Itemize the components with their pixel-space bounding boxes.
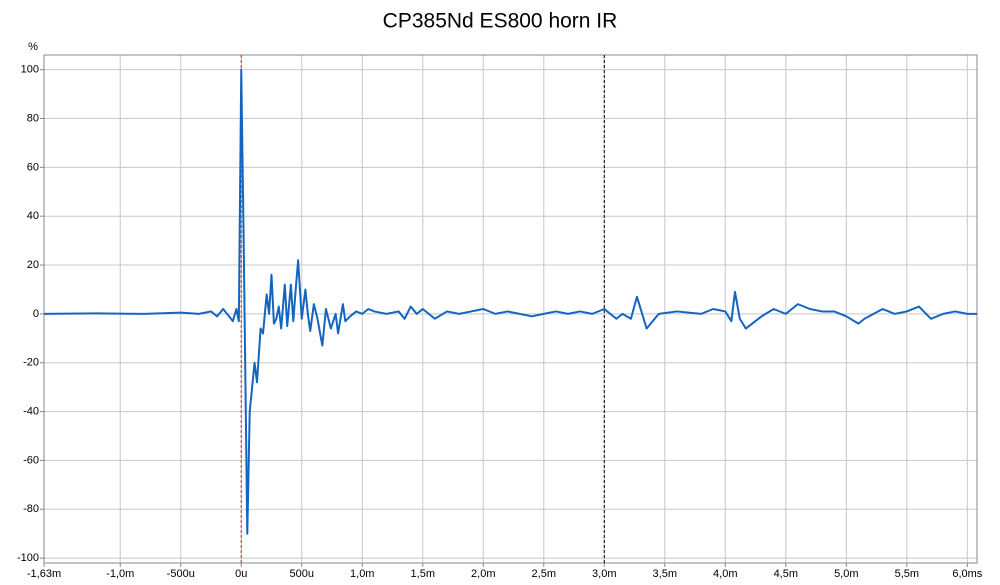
x-tick-label: 4,5m xyxy=(774,568,798,580)
y-tick-label: 100 xyxy=(21,64,39,76)
plot-frame xyxy=(43,54,978,564)
x-tick-label: -1,0m xyxy=(106,568,134,580)
data-line xyxy=(43,68,977,535)
x-tick-label: 5,0m xyxy=(834,568,858,580)
y-axis-label: % xyxy=(28,41,38,53)
chart-title: CP385Nd ES800 horn IR xyxy=(383,10,618,33)
x-tick-label: 3,5m xyxy=(653,568,677,580)
y-tick-label: 80 xyxy=(27,112,39,124)
x-tick-label: 3,0m xyxy=(592,568,616,580)
x-tick-label: 4,0m xyxy=(713,568,737,580)
x-tick-label: 500u xyxy=(290,568,314,580)
x-tick-label: 5,5m xyxy=(895,568,919,580)
x-tick-label: 6,0ms xyxy=(952,568,982,580)
y-tick-label: 0 xyxy=(33,308,39,320)
y-tick-label: -80 xyxy=(23,503,39,515)
x-tick-label: 0u xyxy=(235,568,247,580)
y-tick-label: 60 xyxy=(27,161,39,173)
x-tick-label: 2,0m xyxy=(471,568,495,580)
y-tick-label: 20 xyxy=(27,259,39,271)
x-tick-label: 1,0m xyxy=(350,568,374,580)
x-tick-label: 2,5m xyxy=(532,568,556,580)
y-tick-label: -20 xyxy=(23,357,39,369)
y-tick-label: -60 xyxy=(23,454,39,466)
y-tick-label: -100 xyxy=(17,552,39,564)
y-tick-label: -40 xyxy=(23,405,39,417)
y-tick-label: 40 xyxy=(27,210,39,222)
x-tick-label: -1,63m xyxy=(27,568,61,580)
x-tick-label: -500u xyxy=(167,568,195,580)
x-tick-label: 1,5m xyxy=(411,568,435,580)
